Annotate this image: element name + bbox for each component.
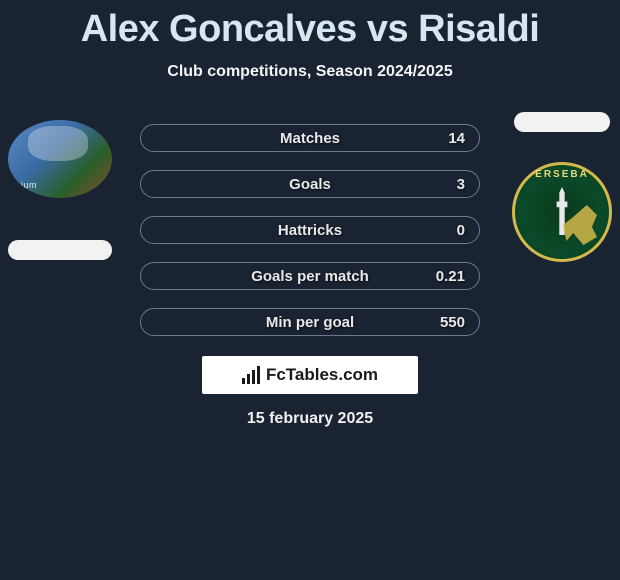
- stat-value: 14: [448, 130, 465, 147]
- stat-value: 3: [457, 176, 465, 193]
- player-left-name-pill: [8, 240, 112, 260]
- stat-label: Goals per match: [251, 268, 369, 285]
- stat-label: Goals: [289, 176, 331, 193]
- footer-date: 15 february 2025: [0, 410, 620, 428]
- stat-label: Matches: [280, 130, 340, 147]
- stat-value: 0.21: [436, 268, 465, 285]
- stat-row-min-per-goal: Min per goal 550: [140, 308, 480, 336]
- player-right-name-pill: [514, 112, 610, 132]
- stat-row-goals-per-match: Goals per match 0.21: [140, 262, 480, 290]
- stat-value: 550: [440, 314, 465, 331]
- stat-label: Hattricks: [278, 222, 342, 239]
- stat-row-goals: Goals 3: [140, 170, 480, 198]
- player-right-block: [510, 112, 612, 262]
- stats-container: Matches 14 Goals 3 Hattricks 0 Goals per…: [140, 124, 480, 354]
- page-subtitle: Club competitions, Season 2024/2025: [0, 63, 620, 81]
- stat-label: Min per goal: [266, 314, 354, 331]
- player-left-avatar: [8, 120, 112, 198]
- page-title: Alex Goncalves vs Risaldi: [0, 0, 620, 51]
- player-right-club-badge: [512, 162, 612, 262]
- badge-fish-icon: [563, 205, 597, 245]
- stat-row-matches: Matches 14: [140, 124, 480, 152]
- stat-row-hattricks: Hattricks 0: [140, 216, 480, 244]
- footer-logo: FcTables.com: [202, 356, 418, 394]
- footer-logo-text: FcTables.com: [266, 365, 378, 385]
- player-left-block: [8, 120, 112, 260]
- stat-value: 0: [457, 222, 465, 239]
- bars-icon: [242, 366, 260, 384]
